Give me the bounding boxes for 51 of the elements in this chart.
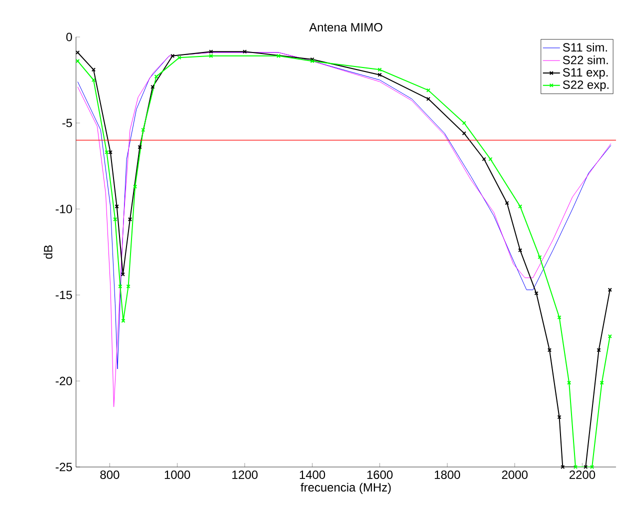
point [177,56,182,60]
y-tick-label: -5 [62,118,72,128]
x-tick-label: 1000 [164,470,190,479]
point [482,157,486,162]
point [557,415,562,420]
point [600,380,604,385]
point [133,184,138,189]
point [128,217,132,222]
point [276,54,281,58]
y-tick-label: -25 [56,462,72,472]
point [113,217,118,222]
point [584,464,588,470]
point [518,248,522,252]
x-tick-label: 800 [100,470,120,479]
x-tick-label: 1800 [434,470,460,479]
point [92,78,96,82]
y-tick-label: 0 [66,32,72,42]
chart-title: Antena MIMO [309,23,382,32]
point [534,291,538,296]
legend-label: S11 exp. [562,68,608,79]
legend-label: S22 exp. [562,80,609,92]
x-axis-title: frecuencia (MHz) [300,482,391,494]
point [462,131,466,136]
y-axis-title: dB [44,245,52,259]
point [104,150,109,154]
y-tick-label: -10 [56,204,72,214]
x-tick-label: 1200 [232,470,258,479]
point [488,157,493,162]
point [378,68,382,72]
point [538,255,542,260]
x-tick-label: 1600 [367,470,393,479]
y-tick-label: -20 [56,376,72,386]
point [557,315,562,320]
point [121,318,126,323]
legend-label: S22 sim. [562,55,608,64]
point [590,464,594,470]
point [462,120,466,126]
legend-label: S11 sim. [562,42,607,52]
x-tick-label: 2200 [570,470,596,479]
point [426,88,430,92]
x-tick-label: 1400 [300,470,326,479]
point [547,348,552,352]
point [573,464,578,470]
point [504,200,510,206]
point [560,464,565,470]
y-tick-label: -15 [56,290,72,300]
x-tick-label: 2000 [502,470,528,479]
point [208,54,214,58]
point [170,54,175,58]
point [378,72,382,77]
point [208,50,214,54]
